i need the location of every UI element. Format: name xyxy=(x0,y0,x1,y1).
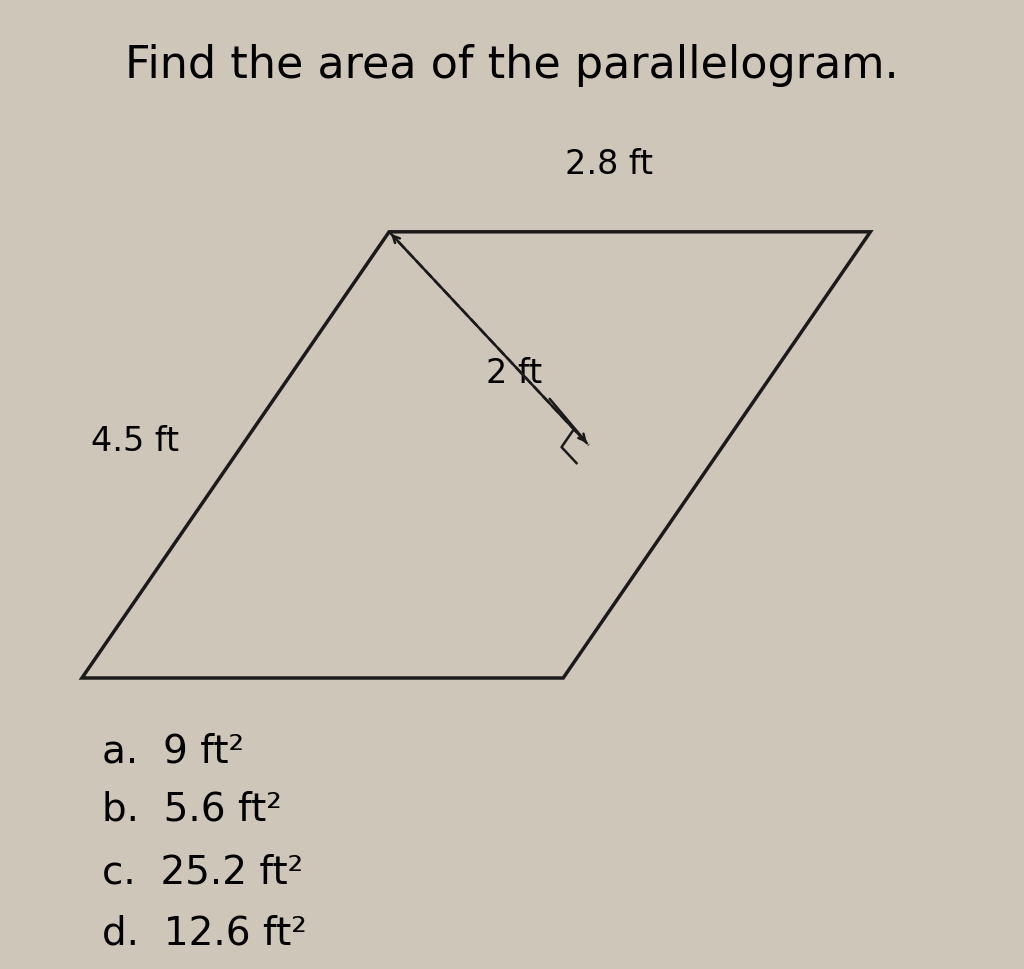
Polygon shape xyxy=(82,233,870,678)
Text: b.  5.6 ft²: b. 5.6 ft² xyxy=(102,790,283,828)
Text: a.  9 ft²: a. 9 ft² xyxy=(102,732,245,770)
Text: c.  25.2 ft²: c. 25.2 ft² xyxy=(102,853,304,891)
Text: d.  12.6 ft²: d. 12.6 ft² xyxy=(102,913,307,952)
Text: Find the area of the parallelogram.: Find the area of the parallelogram. xyxy=(125,44,899,86)
Text: 2 ft: 2 ft xyxy=(486,357,543,390)
Text: 4.5 ft: 4.5 ft xyxy=(91,424,179,457)
Text: 2.8 ft: 2.8 ft xyxy=(565,148,653,181)
